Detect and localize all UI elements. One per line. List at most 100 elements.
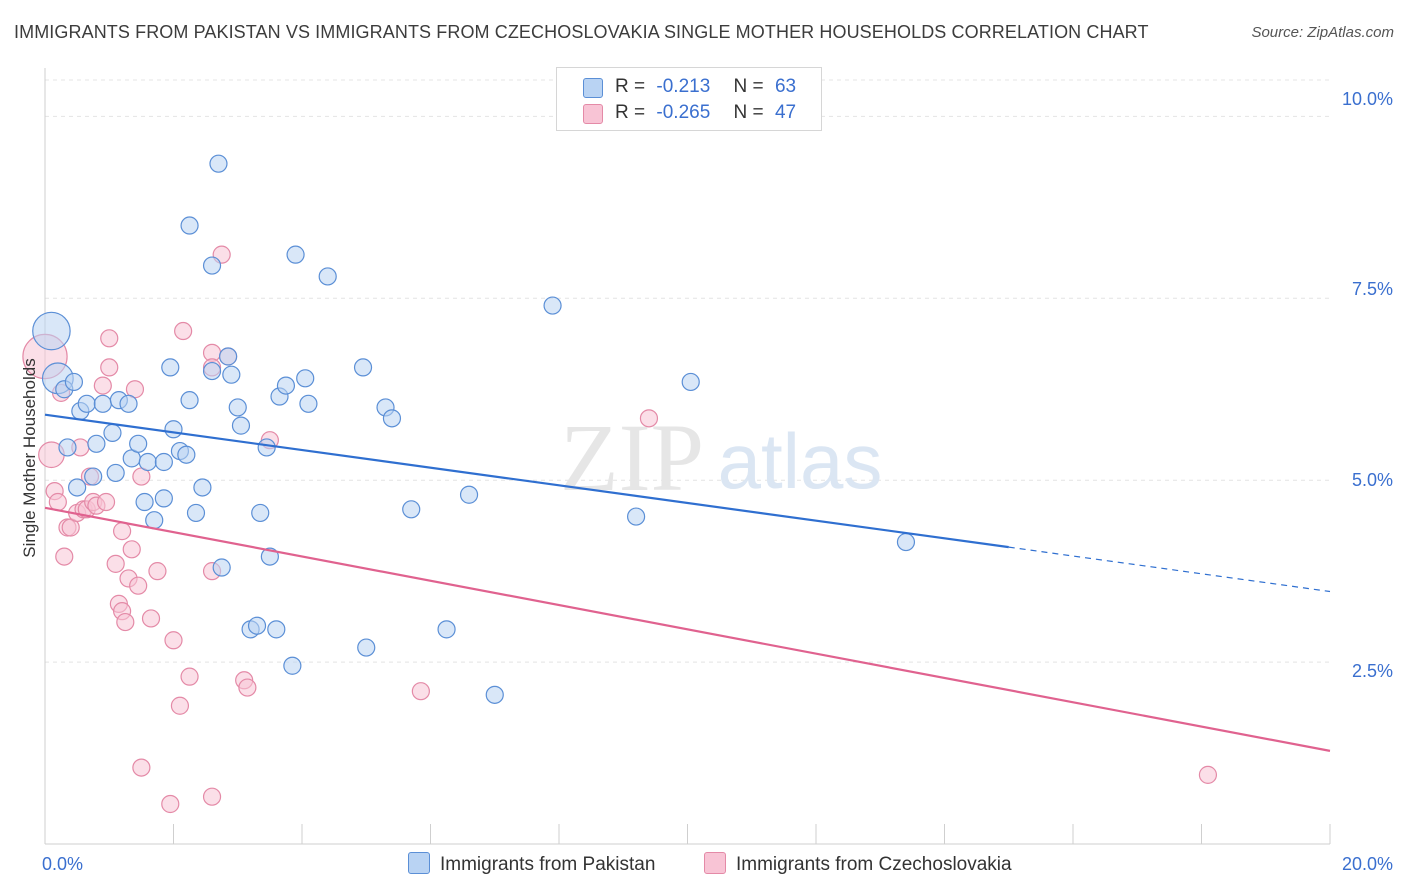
czech-point-27 [129,576,148,595]
pakistan-point-16 [129,434,148,453]
watermark-atlas: atlas [718,417,883,505]
pakistan-point-55 [402,500,421,519]
y-tick-2-5: 2.5% [1352,661,1393,681]
x-tick-max: 20.0% [1342,854,1393,874]
pakistan-point-45 [276,376,296,395]
pakistan-point-34 [219,347,238,366]
y-tick-7-5: 7.5% [1352,279,1393,299]
pakistan-point-47 [286,245,305,264]
source-label: Source: ZipAtlas.com [1251,24,1394,41]
bottom-legend-label-czech: Immigrants from Czechoslovakia [736,854,1012,875]
czech-point-46 [411,682,430,701]
pakistan-point-25 [177,445,196,464]
czech-point-47 [639,409,659,428]
pakistan-point-13 [106,463,125,483]
pakistan-point-40 [251,503,270,523]
czech-point-34 [170,696,190,715]
czech-point-32 [161,794,180,814]
y-axis-title: Single Mother Households [20,358,39,558]
legend-r-value-czech: -0.265 [656,102,711,123]
watermark-zip: ZIP [560,404,704,511]
bottom-swatch-pakistan [408,852,430,874]
pakistan-point-51 [353,358,373,377]
czech-point-48 [1198,765,1218,784]
czech-points [22,245,1218,814]
x-tick-min: 0.0% [42,854,83,874]
pakistan-point-17 [135,492,154,512]
pakistan-point-8 [84,467,103,486]
pakistan-point-43 [267,620,286,639]
czech-point-44 [238,678,257,697]
legend-swatch-czech [583,104,603,124]
pakistan-point-19 [145,511,164,530]
bottom-legend-pakistan: Immigrants from Pakistan [408,852,655,876]
czech-point-33 [164,631,183,650]
pakistan-point-14 [119,394,138,413]
pakistan-point-4 [64,372,84,392]
watermark: ZIP atlas [560,404,882,511]
pakistan-point-54 [382,409,402,428]
pakistan-point-58 [485,685,504,704]
czech-point-35 [174,321,193,341]
czech-trend-line [44,506,1331,752]
czech-point-16 [96,492,116,512]
pakistan-point-59 [543,296,562,315]
stats-legend: R = -0.213 N = 63 R = -0.265 N = 47 [556,67,822,131]
pakistan-point-50 [318,267,337,286]
czech-point-36 [180,667,199,686]
czech-point-5 [55,547,74,566]
pakistan-point-57 [459,485,479,504]
pakistan-point-21 [154,489,173,508]
pakistan-point-42 [260,547,279,566]
pakistan-point-62 [896,532,916,552]
czech-point-39 [202,787,222,806]
pakistan-point-0 [32,311,71,351]
pakistan-point-10 [103,423,122,442]
pakistan-point-20 [154,452,173,472]
pakistan-point-7 [77,394,96,413]
pakistan-point-32 [209,154,228,173]
pakistan-point-30 [202,256,222,275]
pakistan-point-23 [164,420,183,439]
pakistan-point-33 [212,558,231,577]
pakistan-point-61 [681,372,700,392]
pakistan-points [32,154,916,704]
y-tick-labels: 10.0% 7.5% 5.0% 2.5% [1342,89,1393,681]
czech-point-29 [132,758,151,777]
pakistan-point-36 [228,398,247,417]
pakistan-point-29 [193,478,212,497]
legend-swatch-pakistan [583,78,603,98]
czech-point-18 [100,329,119,348]
pakistan-point-35 [222,365,241,384]
legend-n-label: N = [733,76,764,97]
pakistan-point-18 [138,452,157,472]
czech-point-19 [106,554,125,573]
pakistan-point-41 [257,438,276,457]
pakistan-point-26 [180,391,199,410]
czech-point-22 [116,612,135,632]
legend-n-label: N = [733,102,764,123]
y-tick-5: 5.0% [1352,470,1393,490]
bottom-legend-czech: Immigrants from Czechoslovakia [704,852,1012,876]
pakistan-point-3 [58,438,77,457]
pakistan-trend-line [44,413,1009,549]
pakistan-point-22 [161,358,180,377]
pakistan-point-27 [180,216,199,235]
pakistan-point-56 [437,620,456,639]
pakistan-point-39 [247,616,267,635]
legend-n-value-czech: 47 [774,102,797,123]
czech-point-31 [148,562,167,581]
pakistan-point-28 [186,503,206,523]
pakistan-point-37 [231,416,251,435]
bottom-legend-label-pakistan: Immigrants from Pakistan [440,854,656,875]
legend-r-label: R = [615,102,646,123]
czech-point-23 [112,522,132,541]
pakistan-point-5 [68,478,87,497]
pakistan-trend-extension [1008,546,1331,593]
y-tick-10: 10.0% [1342,89,1393,109]
czech-point-30 [141,609,161,628]
czech-point-3 [48,492,67,512]
legend-r-label: R = [615,76,646,97]
pakistan-point-11 [93,394,112,413]
